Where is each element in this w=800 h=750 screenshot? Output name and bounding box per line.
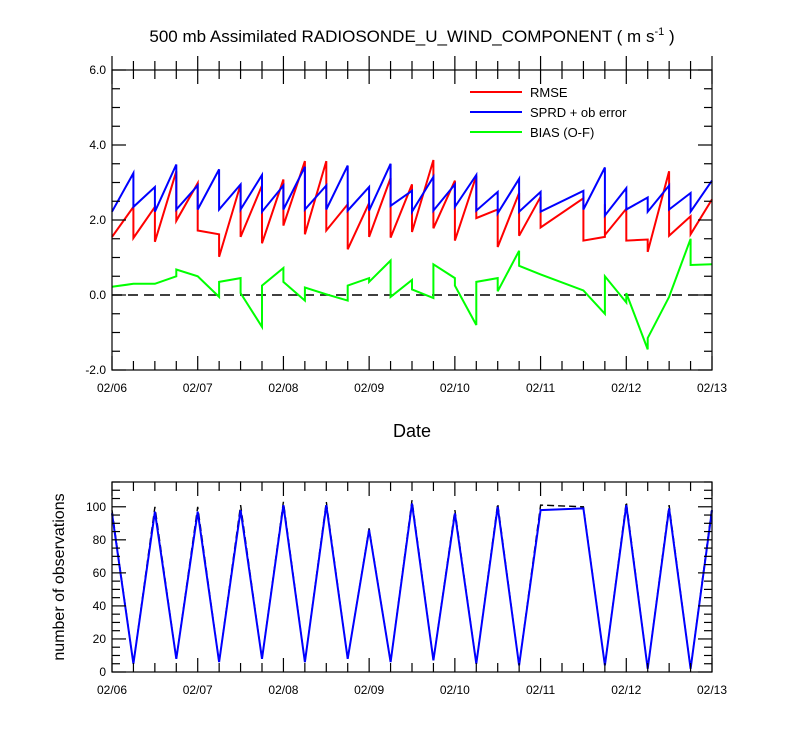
x-tick-label: 02/07 — [183, 381, 213, 395]
x-tick-label: 02/13 — [697, 381, 727, 395]
chart-title: 500 mb Assimilated RADIOSONDE_U_WIND_COM… — [149, 26, 674, 46]
series-line-observations-dashed — [111, 500, 713, 669]
y-tick-label: 4.0 — [89, 138, 106, 152]
x-tick-label: 02/09 — [354, 381, 384, 395]
legend: RMSE SPRD + ob error BIAS (O-F) — [470, 85, 627, 140]
x-tick-label: 02/10 — [440, 683, 470, 697]
y-tick-label: 0 — [99, 665, 106, 679]
series-line-observations — [111, 503, 713, 669]
y-tick-label: 0.0 — [89, 288, 106, 302]
y-tick-label: 20 — [93, 632, 107, 646]
x-tick-label: 02/11 — [526, 381, 555, 395]
y-tick-label: 6.0 — [89, 63, 106, 77]
x-tick-label: 02/09 — [354, 683, 384, 697]
y-tick-label: 60 — [93, 566, 107, 580]
series-line-rmse — [111, 159, 713, 258]
x-tick-label: 02/08 — [268, 381, 298, 395]
x-tick-label: 02/12 — [611, 381, 641, 395]
x-tick-label: 02/10 — [440, 381, 470, 395]
x-tick-label: 02/08 — [268, 683, 298, 697]
x-tick-label: 02/11 — [526, 683, 555, 697]
legend-label: BIAS (O-F) — [530, 125, 594, 140]
series-line-bias-o-f — [111, 238, 713, 350]
bottom-panel: 02/06 02/07 02/08 02/09 02/10 02/11 02/12 02/13… — [51, 481, 727, 697]
y-tick-label: 2.0 — [89, 213, 106, 227]
x-tick-label: 02/07 — [183, 683, 213, 697]
x-tick-label: 02/06 — [97, 381, 127, 395]
y-tick-label: 100 — [86, 500, 106, 514]
y-tick-label: 40 — [93, 599, 107, 613]
y-tick-label: -2.0 — [85, 363, 106, 377]
top-panel: 02/06 02/07 02/08 02/09 02/10 02/11 02/12 02/13… — [85, 56, 727, 441]
x-tick-label: 02/13 — [697, 683, 727, 697]
y-axis-label-observations: number of observations — [51, 493, 68, 660]
series-line-sprd-ob-error — [111, 163, 713, 219]
x-tick-label: 02/06 — [97, 683, 127, 697]
legend-label: SPRD + ob error — [530, 105, 627, 120]
x-tick-label: 02/12 — [611, 683, 641, 697]
x-axis-label: Date — [393, 421, 431, 441]
legend-label: RMSE — [530, 85, 568, 100]
y-tick-label: 80 — [93, 533, 107, 547]
